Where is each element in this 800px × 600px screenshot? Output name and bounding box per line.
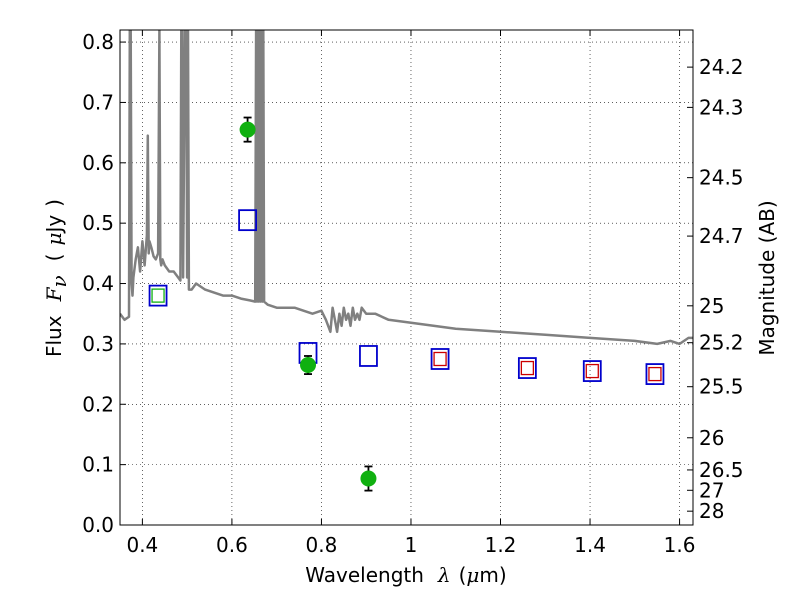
y2-tick-label: 28 <box>699 499 724 523</box>
x-tick-label: 0.8 <box>306 533 338 557</box>
y-tick-label: 0.7 <box>82 90 114 114</box>
y-axis: 0.0 0.1 0.2 0.3 0.4 0.5 0.6 0.7 0.8 <box>82 30 126 537</box>
x-tick-label: 1.4 <box>574 533 606 557</box>
sed-template-line <box>120 30 693 346</box>
observed-point <box>239 121 256 138</box>
y-tick-label: 0.2 <box>82 392 114 416</box>
model-square-blue <box>645 363 665 385</box>
y2-tick-label: 24.7 <box>699 224 744 248</box>
grid <box>120 30 693 526</box>
model-square-red <box>433 351 447 367</box>
observed-point <box>300 357 317 374</box>
y2-tick-label: 24.2 <box>699 55 744 79</box>
x-axis: 0.4 0.6 0.8 1 1.2 1.4 1.6 <box>126 30 695 557</box>
plot-frame <box>119 29 694 526</box>
y2-tick-label: 25.5 <box>699 375 744 399</box>
y-tick-label: 0.3 <box>82 332 114 356</box>
x-tick-label: 1 <box>405 533 418 557</box>
plot-area <box>120 30 693 346</box>
model-square-blue <box>430 348 450 370</box>
model-square-blue <box>148 284 168 307</box>
model-square-red <box>585 363 599 379</box>
y2-axis-label: Magnitude (AB) <box>755 200 779 355</box>
y2-tick-label: 25 <box>699 294 724 318</box>
y-tick-label: 0.6 <box>82 151 114 175</box>
x-tick-label: 0.4 <box>126 533 158 557</box>
x-tick-label: 1.6 <box>664 533 696 557</box>
sed-template-curve <box>120 30 693 346</box>
model-square-blue <box>582 360 602 382</box>
y2-tick-label: 26 <box>699 426 724 450</box>
y2-tick-label: 26.5 <box>699 458 744 482</box>
y2-tick-label: 27 <box>699 478 724 502</box>
x-axis-label: Wavelength λ (μm) <box>305 563 506 587</box>
model-square-blue <box>238 209 257 232</box>
model-square-blue <box>517 357 537 379</box>
markers <box>148 116 665 492</box>
model-square-red <box>648 366 662 382</box>
y-tick-label: 0.1 <box>82 453 114 477</box>
y2-tick-label: 24.3 <box>699 95 744 119</box>
model-square-green <box>151 288 165 303</box>
y-tick-label: 0.5 <box>82 211 114 235</box>
y2-tick-label: 24.5 <box>699 166 744 190</box>
y-tick-label: 0.4 <box>82 272 114 296</box>
y-tick-label: 0.0 <box>82 513 114 537</box>
y-axis-label: FluxFν(μJy) <box>42 199 71 357</box>
model-square-red <box>520 360 535 376</box>
model-square-blue <box>359 345 378 367</box>
observed-point <box>360 470 377 487</box>
y2-tick-label: 25.2 <box>699 331 744 355</box>
y-tick-label: 0.8 <box>82 30 114 54</box>
x-tick-label: 1.2 <box>485 533 517 557</box>
x-tick-label: 0.6 <box>216 533 248 557</box>
